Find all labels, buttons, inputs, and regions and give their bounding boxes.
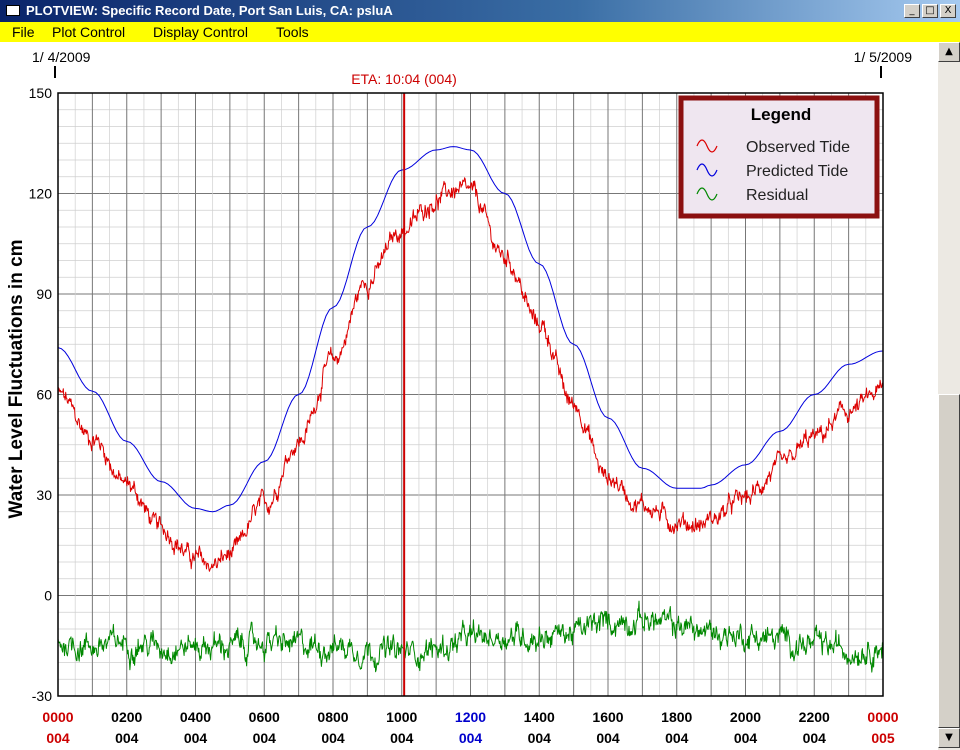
x-tick-time-label: 1000 (386, 709, 417, 725)
x-tick-labels: 0000 004 0200 004 0400 004 0600 004 0800 004 1000 0… (42, 709, 898, 746)
x-tick-time-label: 1600 (592, 709, 623, 725)
series-layer (57, 146, 884, 673)
x-tick-day-label: 004 (46, 730, 70, 746)
plot-frame (57, 92, 884, 697)
x-tick-day-label: 004 (321, 730, 345, 746)
menu-plot-control[interactable]: Plot Control (52, 24, 126, 40)
scroll-thumb[interactable] (938, 394, 960, 728)
scroll-up-button[interactable]: ▲ (938, 42, 960, 62)
y-tick-labels: -30 0 30 60 90 120 150 (29, 85, 53, 704)
x-tick-day-label: 004 (734, 730, 758, 746)
legend: Legend Observed Tide Predicted Tide Residu… (678, 95, 880, 219)
app-window-icon (6, 5, 20, 16)
date-end-label: 1/ 5/2009 (854, 49, 913, 65)
x-tick-time-label: 2000 (730, 709, 761, 725)
y-axis-label: Water Level Fluctuations in cm (6, 239, 27, 518)
y-tick-label: 120 (29, 186, 53, 202)
y-tick-label: 150 (29, 85, 53, 101)
predicted-tide-legend-swatch (696, 163, 718, 177)
predicted-tide-legend-label: Predicted Tide (746, 163, 848, 180)
y-tick-label: 0 (44, 588, 52, 604)
residual-legend-label: Residual (746, 187, 808, 204)
y-tick-label: -30 (32, 688, 52, 704)
menu-bar: File Plot Control Display Control Tools (0, 22, 960, 42)
menu-tools[interactable]: Tools (276, 24, 309, 40)
x-tick-day-label: 004 (115, 730, 139, 746)
x-tick-day-label: 004 (596, 730, 620, 746)
x-tick-day-label: 005 (871, 730, 895, 746)
y-tick-label: 90 (36, 286, 52, 302)
tide-chart: 1/ 4/2009 1/ 5/2009 ETA: 10:04 (004) Wat… (6, 49, 913, 746)
x-tick-time-label: 1400 (524, 709, 555, 725)
x-tick-day-label: 004 (528, 730, 552, 746)
eta-marker-label: ETA: 10:04 (004) (351, 71, 457, 87)
minimize-button[interactable]: _ (904, 4, 920, 18)
x-tick-time-label: 0400 (180, 709, 211, 725)
menu-file[interactable]: File (12, 24, 35, 40)
x-tick-time-label: 1800 (661, 709, 692, 725)
residual-line (57, 600, 884, 673)
close-button[interactable]: X (940, 4, 956, 18)
x-tick-time-label: 0800 (317, 709, 348, 725)
x-tick-time-label: 0000 (867, 709, 898, 725)
observed-tide-legend-swatch (696, 139, 718, 153)
x-tick-day-label: 004 (253, 730, 277, 746)
observed-tide-line (57, 177, 884, 572)
window-controls: _ □ X (904, 4, 956, 18)
legend-title: Legend (751, 105, 811, 124)
residual-legend-swatch (696, 187, 718, 201)
x-tick-time-label: 0000 (42, 709, 73, 725)
observed-tide-legend-label: Observed Tide (746, 139, 850, 156)
vertical-scrollbar[interactable]: ▲ ▼ (938, 42, 960, 750)
menu-display-control[interactable]: Display Control (153, 24, 248, 40)
x-tick-day-label: 004 (803, 730, 827, 746)
x-tick-time-label: 0200 (111, 709, 142, 725)
x-tick-day-label: 004 (184, 730, 208, 746)
x-tick-time-label: 2200 (799, 709, 830, 725)
legend-entries: Observed Tide Predicted Tide Residual (696, 139, 850, 204)
title-bar[interactable]: PLOTVIEW: Specific Record Date, Port San… (0, 0, 960, 22)
predicted-tide-line (57, 146, 884, 513)
x-tick-time-label: 1200 (455, 709, 486, 725)
x-tick-time-label: 0600 (249, 709, 280, 725)
x-tick-day-label: 004 (459, 730, 483, 746)
window-title: PLOTVIEW: Specific Record Date, Port San… (26, 3, 393, 18)
x-tick-day-label: 004 (390, 730, 414, 746)
y-tick-label: 60 (36, 387, 52, 403)
legend-box (678, 95, 880, 219)
x-tick-day-label: 004 (665, 730, 689, 746)
date-start-label: 1/ 4/2009 (32, 49, 91, 65)
y-tick-label: 30 (36, 487, 52, 503)
maximize-button[interactable]: □ (922, 4, 938, 18)
scroll-down-button[interactable]: ▼ (938, 728, 960, 748)
